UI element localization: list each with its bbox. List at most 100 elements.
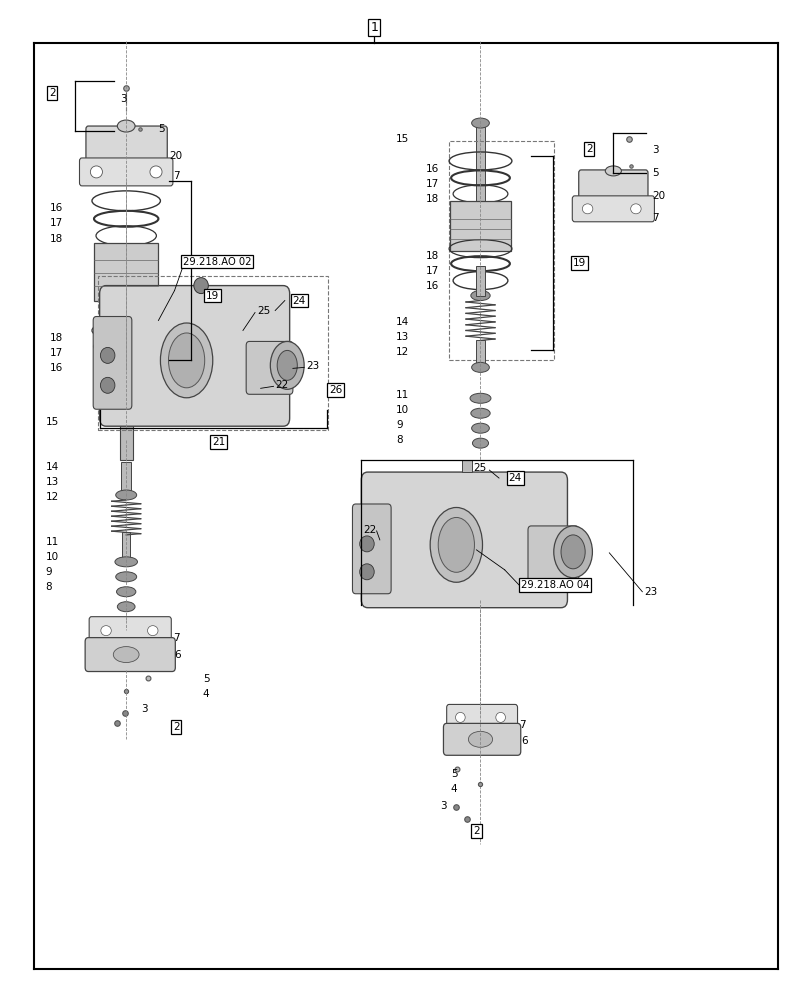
Text: 4: 4	[451, 784, 457, 794]
Text: 16: 16	[50, 203, 63, 213]
Ellipse shape	[90, 166, 103, 178]
Ellipse shape	[472, 118, 490, 128]
Text: 7: 7	[173, 633, 179, 643]
Ellipse shape	[169, 333, 204, 388]
Text: 22: 22	[276, 380, 288, 390]
Text: 3: 3	[141, 704, 147, 714]
Text: 13: 13	[396, 332, 409, 342]
FancyBboxPatch shape	[246, 341, 292, 394]
Bar	[449, 141, 553, 360]
Text: 5: 5	[158, 124, 165, 134]
Text: 18: 18	[50, 234, 63, 244]
Ellipse shape	[116, 587, 136, 597]
FancyBboxPatch shape	[79, 158, 173, 186]
Text: 17: 17	[426, 179, 439, 189]
Text: 17: 17	[50, 348, 63, 358]
Bar	[98, 276, 327, 430]
Ellipse shape	[148, 626, 158, 636]
Ellipse shape	[277, 350, 297, 380]
Text: 7: 7	[652, 213, 659, 223]
Text: 9: 9	[46, 567, 53, 577]
Ellipse shape	[472, 423, 490, 433]
Ellipse shape	[471, 291, 490, 301]
FancyBboxPatch shape	[572, 196, 654, 222]
Ellipse shape	[471, 408, 490, 418]
Text: 8: 8	[396, 435, 402, 445]
Text: 25: 25	[258, 306, 271, 316]
Ellipse shape	[161, 323, 213, 398]
Ellipse shape	[360, 536, 374, 552]
Text: 3: 3	[440, 801, 447, 811]
Ellipse shape	[113, 647, 139, 663]
FancyBboxPatch shape	[93, 317, 132, 409]
Ellipse shape	[470, 393, 491, 403]
FancyBboxPatch shape	[352, 504, 391, 594]
Ellipse shape	[194, 278, 208, 294]
Text: 22: 22	[364, 525, 377, 535]
Ellipse shape	[472, 362, 490, 372]
Text: 23: 23	[644, 587, 657, 597]
Ellipse shape	[469, 731, 493, 747]
Ellipse shape	[430, 507, 482, 582]
Ellipse shape	[473, 438, 489, 448]
Bar	[120, 372, 133, 460]
Ellipse shape	[360, 564, 374, 580]
FancyBboxPatch shape	[447, 704, 518, 730]
Ellipse shape	[115, 364, 137, 376]
Text: 18: 18	[426, 194, 439, 204]
Ellipse shape	[561, 535, 585, 569]
Text: 7: 7	[173, 171, 179, 181]
Text: 10: 10	[396, 405, 409, 415]
FancyBboxPatch shape	[579, 170, 648, 204]
Bar	[450, 201, 511, 251]
Text: 15: 15	[396, 134, 409, 144]
Ellipse shape	[115, 557, 137, 567]
Text: 19: 19	[573, 258, 586, 268]
Text: 16: 16	[426, 164, 439, 174]
Ellipse shape	[605, 166, 621, 176]
Text: 5: 5	[652, 168, 659, 178]
Text: 5: 5	[451, 769, 457, 779]
Text: 2: 2	[48, 88, 56, 98]
Ellipse shape	[100, 377, 115, 393]
FancyBboxPatch shape	[361, 472, 567, 608]
Ellipse shape	[553, 526, 592, 578]
Bar	[477, 340, 485, 365]
Text: 1: 1	[370, 21, 378, 34]
Text: 26: 26	[329, 385, 342, 395]
Text: 11: 11	[396, 390, 409, 400]
Text: 29.218.AO 04: 29.218.AO 04	[521, 580, 589, 590]
Text: 8: 8	[46, 582, 53, 592]
Text: 18: 18	[426, 251, 439, 261]
Ellipse shape	[117, 602, 135, 612]
FancyBboxPatch shape	[85, 638, 175, 672]
FancyBboxPatch shape	[99, 286, 289, 426]
Text: 6: 6	[175, 650, 181, 660]
Ellipse shape	[116, 572, 137, 582]
Bar	[462, 460, 472, 472]
Text: 11: 11	[46, 537, 59, 547]
Ellipse shape	[271, 341, 304, 389]
Text: 21: 21	[213, 437, 225, 447]
Text: 14: 14	[396, 317, 409, 327]
Text: 7: 7	[520, 720, 526, 730]
Text: 17: 17	[50, 218, 63, 228]
Ellipse shape	[438, 517, 474, 572]
Text: 20: 20	[169, 151, 182, 161]
FancyBboxPatch shape	[89, 617, 171, 645]
Text: 14: 14	[46, 462, 59, 472]
Text: 16: 16	[50, 363, 63, 373]
Bar	[121, 462, 131, 492]
Text: 13: 13	[46, 477, 59, 487]
Text: 2: 2	[586, 144, 592, 154]
Text: 24: 24	[292, 296, 306, 306]
Text: 25: 25	[473, 463, 486, 473]
Text: 15: 15	[46, 417, 59, 427]
Text: 20: 20	[652, 191, 665, 201]
Text: 6: 6	[521, 736, 528, 746]
Text: 12: 12	[396, 347, 409, 357]
Text: 3: 3	[120, 94, 126, 104]
Text: 24: 24	[508, 473, 522, 483]
Text: 16: 16	[426, 281, 439, 291]
Bar	[122, 532, 130, 560]
